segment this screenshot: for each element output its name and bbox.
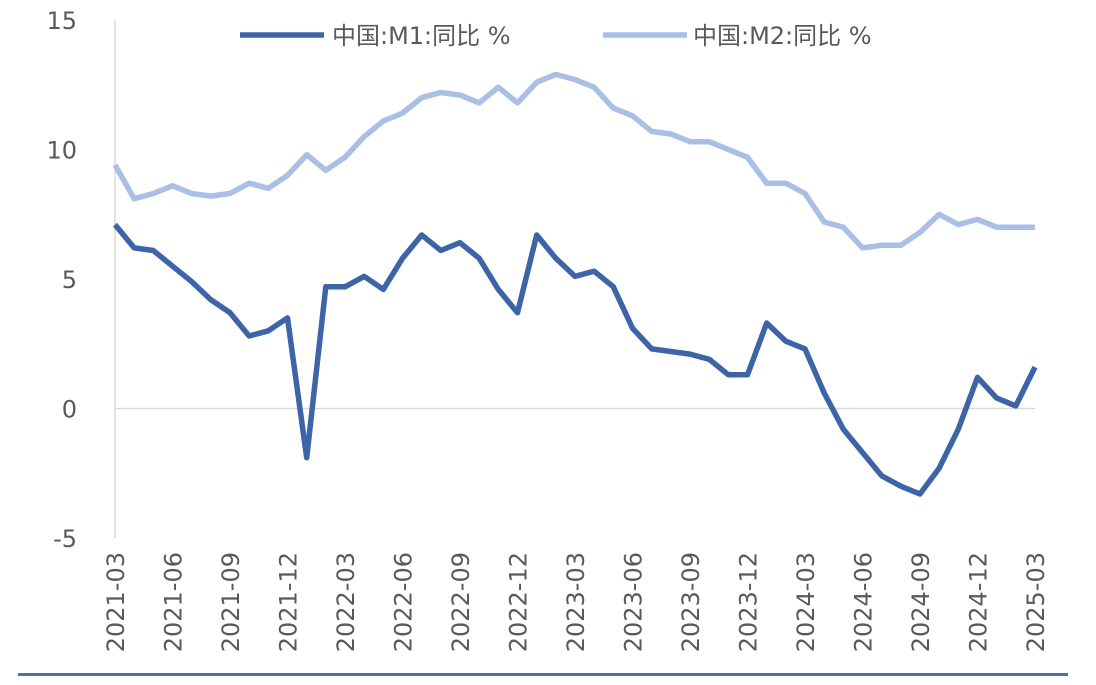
y-tick-label: 0 [62,396,77,424]
x-tick-label: 2023-09 [677,552,705,652]
x-tick-label: 2025-03 [1022,552,1050,652]
y-tick-label: -5 [53,525,77,553]
x-tick-label: 2024-12 [965,552,993,652]
x-axis-tick-labels: 2021-03 2021-06 2021-09 2021-12 2022-03 2022-… [102,552,1050,652]
x-tick-label: 2024-09 [907,552,935,652]
series-lines [112,71,1038,497]
x-tick-label: 2022-12 [505,552,533,652]
x-tick-label: 2022-06 [390,552,418,652]
x-tick-label: 2021-09 [217,552,245,652]
x-tick-label: 2023-03 [562,552,590,652]
y-axis-tick-labels: -5 0 5 10 15 [46,7,77,553]
bottom-divider [18,673,1068,676]
y-tick-label: 10 [46,137,77,165]
x-tick-label: 2021-12 [275,552,303,652]
series-line-m2 [112,71,1035,251]
x-tick-label: 2021-06 [160,552,188,652]
x-tick-label: 2024-03 [792,552,820,652]
legend-label-m1: 中国:M1:同比 % [332,22,511,50]
x-tick-label: 2024-06 [850,552,878,652]
y-tick-label: 15 [46,7,77,35]
legend: 中国:M1:同比 % 中国:M2:同比 % [240,22,872,50]
chart-axes [114,20,1035,538]
x-tick-label: 2023-12 [735,552,763,652]
series-line-m1 [112,222,1038,497]
legend-label-m2: 中国:M2:同比 % [693,22,872,50]
x-tick-label: 2023-06 [620,552,648,652]
x-tick-label: 2022-09 [447,552,475,652]
x-tick-label: 2022-03 [332,552,360,652]
x-tick-label: 2021-03 [102,552,130,652]
y-tick-label: 5 [62,266,77,294]
